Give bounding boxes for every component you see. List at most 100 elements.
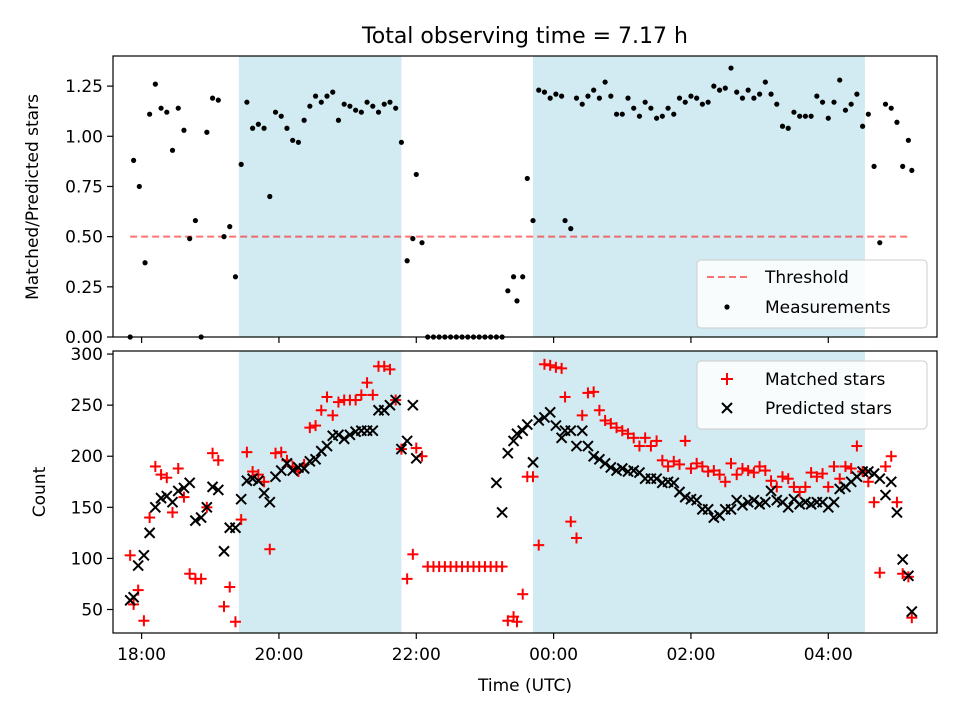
matched-star-point bbox=[247, 466, 259, 478]
matched-star-point bbox=[828, 460, 840, 472]
matched-star-point bbox=[611, 422, 623, 434]
measurement-point bbox=[837, 77, 843, 83]
matched-star-point bbox=[384, 363, 396, 375]
predicted-star-point bbox=[149, 501, 162, 514]
predicted-star-point bbox=[309, 453, 322, 466]
measurement-point bbox=[381, 101, 387, 107]
count-axes-frame bbox=[112, 350, 938, 634]
predicted-star-point bbox=[748, 494, 760, 506]
y-tick-label: 1.25 bbox=[65, 77, 103, 97]
predicted-star-point bbox=[321, 440, 333, 452]
y-tick-label: 150 bbox=[71, 498, 103, 518]
measurement-point bbox=[358, 109, 364, 115]
measurement-point bbox=[865, 111, 871, 117]
x-tick-label: 04:00 bbox=[804, 645, 853, 665]
matched-star-point bbox=[679, 435, 691, 447]
measurement-point bbox=[272, 109, 279, 115]
measurement-point bbox=[510, 274, 517, 280]
predicted-star-point bbox=[166, 496, 179, 508]
predicted-star-point bbox=[879, 489, 892, 501]
measurement-point bbox=[131, 157, 137, 163]
matched-star-point bbox=[361, 377, 373, 389]
predicted-star-point bbox=[281, 457, 293, 470]
measurement-point bbox=[619, 111, 625, 117]
predicted-star-point bbox=[496, 506, 508, 519]
measurement-point bbox=[785, 125, 791, 131]
measurement-point bbox=[631, 105, 637, 111]
matched-star-point bbox=[702, 466, 714, 478]
predicted-legend-swatch bbox=[721, 402, 733, 414]
measurement-point bbox=[335, 117, 342, 123]
predicted-star-point bbox=[736, 499, 749, 511]
measurement-point bbox=[562, 217, 568, 224]
matched-star-point bbox=[172, 463, 184, 474]
matched-star-point bbox=[544, 359, 556, 371]
predicted-star-point bbox=[582, 440, 594, 452]
measurement-point bbox=[711, 83, 717, 89]
matched-star-point bbox=[571, 532, 582, 544]
predicted-star-point bbox=[550, 419, 562, 432]
matched-star-point bbox=[401, 573, 413, 585]
matched-star-point bbox=[599, 414, 611, 426]
predicted-star-point bbox=[702, 503, 714, 516]
measurement-point bbox=[808, 113, 814, 119]
y-tick-label: 0.50 bbox=[65, 228, 103, 248]
matched-star-point bbox=[788, 481, 800, 493]
matched-star-point bbox=[167, 506, 179, 518]
matched-star-point bbox=[851, 440, 863, 452]
matched-star-point bbox=[874, 567, 886, 579]
matched-star-point bbox=[559, 391, 571, 403]
matched-star-point bbox=[310, 420, 322, 432]
measurement-point bbox=[636, 113, 643, 119]
predicted-star-point bbox=[650, 473, 663, 485]
measurement-point bbox=[301, 117, 307, 123]
matched-star-point bbox=[799, 481, 811, 493]
predicted-star-point bbox=[759, 496, 772, 508]
measurement-point bbox=[147, 111, 153, 117]
measurement-point bbox=[877, 240, 883, 246]
measurement-point bbox=[665, 105, 671, 111]
measurement-point bbox=[694, 95, 700, 101]
measurement-point bbox=[573, 95, 580, 101]
matched-star-point bbox=[195, 573, 207, 585]
measurement-point bbox=[267, 193, 273, 200]
predicted-star-point bbox=[570, 440, 583, 452]
measurement-point bbox=[370, 103, 376, 109]
chart-title: Total observing time = 7.17 h bbox=[361, 24, 688, 49]
measurement-point bbox=[831, 99, 837, 105]
measurement-point bbox=[393, 105, 399, 111]
matched-star-point bbox=[628, 432, 640, 444]
ratio-legend: Threshold Measurements bbox=[696, 259, 928, 329]
measurement-point bbox=[774, 101, 780, 107]
matched-star-point bbox=[839, 460, 851, 472]
ratio-y-axis-label: Matched/Predicted stars bbox=[23, 94, 43, 300]
predicted-star-point bbox=[599, 457, 611, 470]
measurement-point bbox=[814, 93, 820, 99]
matched-star-point bbox=[691, 457, 703, 469]
matched-star-point bbox=[748, 467, 760, 479]
measurement-point bbox=[596, 95, 602, 101]
matched-star-point bbox=[332, 396, 344, 408]
matched-star-point bbox=[410, 442, 422, 454]
measurement-point bbox=[278, 113, 284, 119]
matched-star-point bbox=[885, 450, 897, 462]
matched-star-point bbox=[235, 514, 247, 526]
y-tick-label: 100 bbox=[71, 549, 103, 569]
predicted-star-point bbox=[565, 424, 577, 437]
measurement-point bbox=[559, 93, 565, 99]
matched-star-point bbox=[662, 460, 674, 472]
matched-star-point bbox=[759, 465, 771, 477]
measurement-point bbox=[192, 217, 198, 224]
measurement-point bbox=[232, 274, 239, 280]
matched-star-point bbox=[407, 548, 419, 560]
matched-star-point bbox=[218, 600, 230, 612]
predicted-star-point bbox=[527, 456, 539, 469]
matched-star-point bbox=[565, 516, 577, 528]
measurement-point bbox=[324, 93, 330, 99]
measurement-point bbox=[250, 125, 256, 131]
measurement-point bbox=[312, 93, 319, 99]
matched-star-point bbox=[834, 473, 846, 485]
matched-star-point bbox=[805, 467, 817, 479]
matched-star-point bbox=[639, 432, 651, 444]
measurement-point bbox=[568, 226, 574, 232]
